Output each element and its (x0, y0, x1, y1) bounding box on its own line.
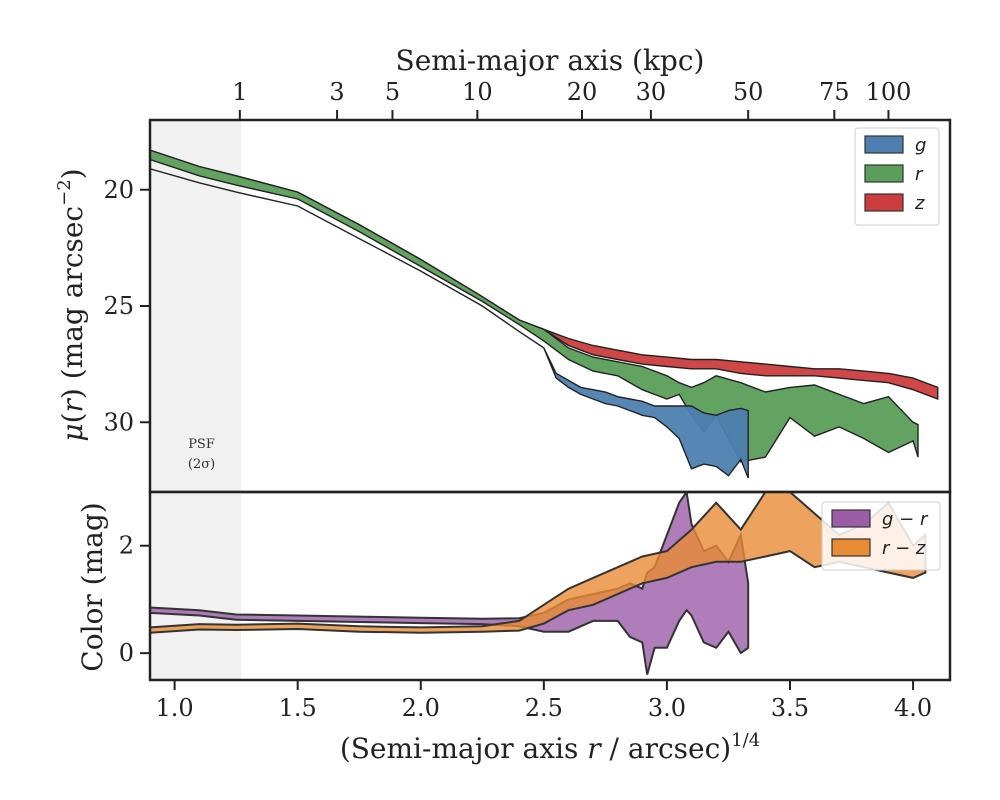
bottom-y-ticks: 02 (119, 532, 150, 667)
x-title-part: / arcsec) (601, 732, 732, 765)
legend-swatch (864, 164, 904, 183)
band-r (150, 149, 919, 463)
psf-label: PSF (188, 437, 215, 452)
y-tick-label: 2 (119, 532, 134, 560)
bottom-x-ticks: 1.0 1.5 2.0 2.5 3.0 3.5 4.0 (156, 680, 932, 722)
y-title-var: μ (56, 423, 89, 441)
kpc-tick-label: 75 (819, 78, 850, 106)
y-tick-label: 0 (119, 639, 134, 667)
kpc-tick-label: 50 (733, 78, 764, 106)
y-title-part: ) (mag arcsec (56, 206, 89, 399)
legend-swatch (831, 509, 871, 528)
top-y-ticks: 20 25 30 (103, 176, 150, 436)
legend-label: z (914, 193, 925, 214)
legend-swatch (864, 193, 904, 212)
y-title-var: r (56, 397, 89, 412)
top-axis-title: Semi-major axis (kpc) (396, 44, 705, 77)
psf-sigma-label: (2σ) (188, 457, 215, 472)
legend-label: g − r (882, 509, 929, 530)
y-tick-label: 20 (103, 176, 134, 204)
x-title-exponent: 1/4 (731, 730, 760, 751)
kpc-tick-label: 1 (232, 78, 247, 106)
legend-swatch (864, 135, 904, 154)
x-tick-label: 1.5 (279, 694, 317, 722)
kpc-tick-label: 30 (636, 78, 667, 106)
kpc-tick-label: 3 (329, 78, 344, 106)
legend-label: r (915, 164, 924, 185)
kpc-tick-label: 20 (567, 78, 598, 106)
psf-region-bottom (150, 492, 242, 680)
y-tick-label: 30 (103, 408, 134, 436)
surface-brightness-panel: 20 25 30 1 3 5 10 20 30 50 75 100 PSF (2σ) grz (103, 78, 952, 494)
legend-swatch (831, 538, 871, 557)
color-series (150, 492, 927, 675)
kpc-tick-label: 10 (462, 78, 493, 106)
kpc-tick-label: 5 (385, 78, 400, 106)
y-axis-title-color: Color (mag) (76, 502, 109, 671)
color-band-r-z (150, 492, 927, 634)
color-panel: 02 1.0 1.5 2.0 2.5 3.0 3.5 4.0 g − rr − z (119, 490, 952, 722)
x-tick-label: 1.0 (156, 694, 194, 722)
x-tick-label: 2.5 (525, 694, 563, 722)
band-g (150, 168, 749, 479)
kpc-tick-label: 100 (866, 78, 912, 106)
x-title-part: (Semi-major axis (340, 732, 587, 765)
legend-label: g (915, 135, 926, 156)
y-title-exponent: −2 (54, 179, 75, 206)
x-tick-label: 2.0 (402, 694, 440, 722)
x-tick-label: 3.0 (648, 694, 686, 722)
bottom-axes-frame (148, 490, 952, 682)
top-axes-frame (148, 118, 952, 494)
x-axis-title: (Semi-major axis r / arcsec)1/4 (340, 730, 760, 765)
y-axis-title-surface-brightness: μ(r) (mag arcsec−2) (54, 168, 89, 441)
surface-brightness-series (150, 149, 939, 479)
y-title-part: ) (56, 168, 89, 179)
legend-label: r − z (882, 538, 926, 559)
kpc-axis-ticks: 1 3 5 10 20 30 50 75 100 (232, 78, 911, 120)
x-tick-label: 3.5 (771, 694, 809, 722)
color-legend: g − r r − z (821, 501, 941, 571)
y-title-part: ( (56, 412, 89, 423)
x-tick-label: 4.0 (894, 694, 932, 722)
y-tick-label: 25 (103, 292, 134, 320)
x-title-var: r (587, 732, 602, 765)
band-legend: grz (854, 127, 940, 226)
